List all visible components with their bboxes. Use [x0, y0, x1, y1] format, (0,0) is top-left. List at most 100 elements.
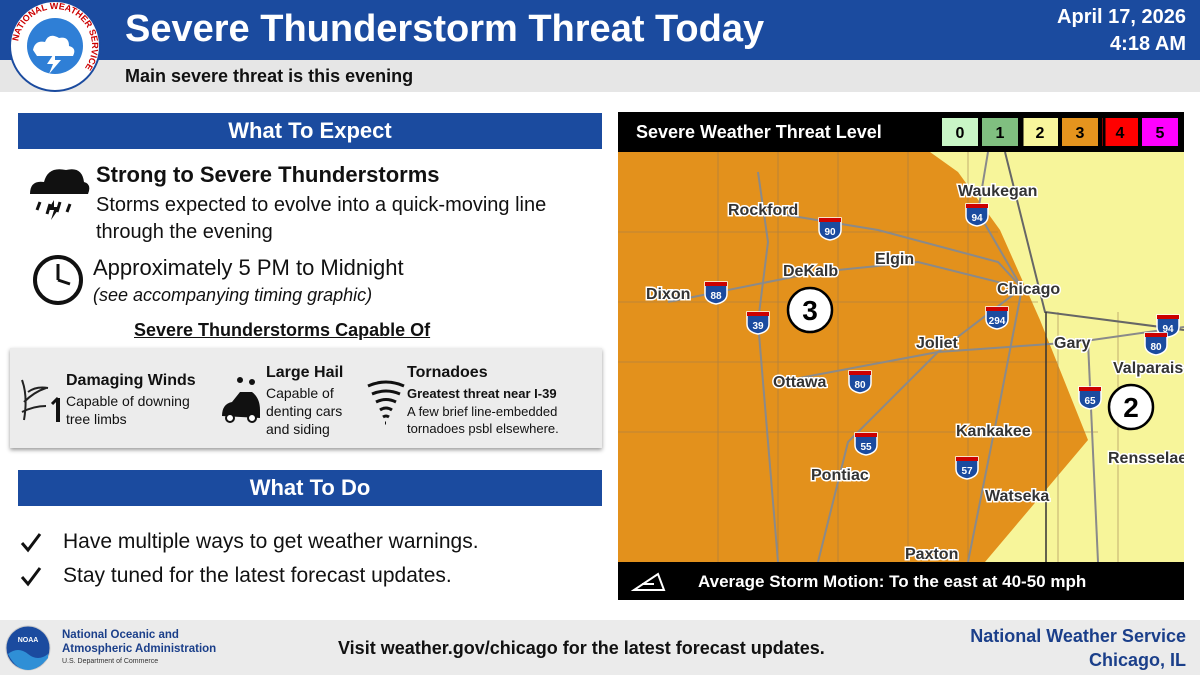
title: Severe Thunderstorm Threat Today: [125, 8, 765, 50]
header-bar: [0, 0, 1200, 60]
subtitle: Main severe threat is this evening: [125, 66, 414, 86]
subtitle-bar: [0, 60, 1200, 92]
todo-heading: What To Do: [18, 470, 602, 506]
footer: [0, 620, 1200, 675]
tornado-icon: [367, 380, 405, 425]
visit-text: Visit weather.gov/chicago for the latest…: [338, 638, 825, 658]
city-label: Pontiac: [811, 467, 869, 484]
level-label: 4: [1116, 125, 1125, 142]
storm-motion: Average Storm Motion: To the east at 40-…: [698, 572, 1086, 591]
threat-title: Large Hail: [266, 364, 344, 381]
interstate-band: [1157, 315, 1179, 319]
city-label: Waukegan: [958, 183, 1037, 200]
city-label: Ottawa: [773, 374, 826, 391]
todo-item: Have multiple ways to get weather warnin…: [63, 530, 479, 553]
city-label: Gary: [1054, 335, 1091, 352]
interstate-band: [966, 204, 988, 208]
interstate-label: 55: [860, 442, 872, 453]
interstate-band: [747, 312, 769, 316]
interstate-band: [819, 218, 841, 222]
threat-text: Capable of denting cars and siding: [266, 385, 343, 437]
interstate-shield: [854, 432, 878, 456]
interstate-label: 94: [1162, 324, 1174, 335]
threat-area: [930, 152, 1184, 562]
interstate-shield: [848, 370, 872, 394]
wind-icon: [21, 379, 60, 422]
noaa-dept: U.S. Department of Commerce: [62, 658, 159, 665]
interstate-label: 90: [824, 227, 836, 238]
interstate-label: 65: [1084, 396, 1096, 407]
interstate-band: [1079, 387, 1101, 391]
interstate-band: [849, 371, 871, 375]
office: National Weather Service: [970, 626, 1186, 646]
interstate-label: 294: [989, 316, 1006, 327]
city-label: Chicago: [997, 281, 1060, 298]
noaa-logo-text: NOAA: [18, 637, 39, 644]
interstate-label: 88: [710, 291, 722, 302]
level-label: 2: [1036, 125, 1045, 142]
location: Chicago, IL: [1088, 650, 1186, 670]
interstate-shield: [1144, 332, 1168, 356]
interstate-label: 80: [854, 380, 866, 391]
expect-heading: What To Expect: [18, 113, 602, 149]
threat-title: Tornadoes: [407, 364, 488, 381]
threat-text: Capable of downing tree limbs: [66, 393, 190, 427]
interstate-shield: [985, 306, 1009, 330]
city-label: Watseka: [985, 488, 1049, 505]
nws-logo: NATIONAL WEATHER SERVICE: [9, 0, 101, 92]
interstate-band: [1145, 333, 1167, 337]
motion-arrow: [630, 572, 666, 591]
interstate-shield: [818, 217, 842, 241]
level-label: 0: [956, 125, 965, 142]
roads: [667, 152, 1184, 562]
threat-label: 2: [1123, 392, 1139, 423]
interstate-label: 39: [752, 321, 764, 332]
expect-text: Storms expected to evolve into a quick-m…: [96, 194, 547, 243]
threat-subtitle: Greatest threat near I-39: [407, 386, 557, 401]
interstate-shield: [704, 281, 728, 305]
level-box: [1142, 118, 1178, 146]
expect-title: Strong to Severe Thunderstorms: [96, 162, 440, 187]
interstate-shield: [1078, 386, 1102, 410]
interstate-shield: [965, 203, 989, 227]
interstate-band: [705, 282, 727, 286]
threat-text: A few brief line-embedded tornadoes psbl…: [407, 404, 559, 436]
capable-heading: Severe Thunderstorms Capable Of: [134, 320, 431, 340]
city-label: Joliet: [916, 335, 958, 352]
expect-title: Approximately 5 PM to Midnight: [93, 255, 404, 280]
legend-highlight: [1020, 112, 1106, 152]
level-label: 3: [1076, 125, 1085, 142]
threat-box: [10, 348, 602, 448]
todo-item: Stay tuned for the latest forecast updat…: [63, 564, 452, 587]
level-box: [942, 118, 978, 146]
storm-icon: [30, 169, 90, 220]
city-label: Rensselaer: [1108, 450, 1184, 467]
interstate-label: 80: [1150, 342, 1162, 353]
interstate-label: 57: [961, 466, 973, 477]
city-label: DeKalb: [783, 263, 838, 280]
noaa-name: Atmospheric Administration: [62, 643, 217, 655]
interstate-label: 94: [971, 213, 983, 224]
level-label: 1: [996, 125, 1005, 142]
level-box: [982, 118, 1018, 146]
interstate-shield: [955, 456, 979, 480]
city-label: Rockford: [728, 202, 798, 219]
interstate-band: [855, 433, 877, 437]
time: 4:18 AM: [1110, 33, 1186, 55]
interstate-band: [986, 307, 1008, 311]
level-box: [1062, 118, 1098, 146]
interstate-shield: [1156, 314, 1180, 338]
level-box: [1022, 118, 1058, 146]
threat-circle: [1107, 383, 1155, 431]
noaa-logo: NOAA: [5, 625, 51, 671]
city-label: Paxton: [905, 546, 958, 563]
expect-note: (see accompanying timing graphic): [93, 285, 373, 305]
threat-circle: [786, 286, 834, 334]
motion-bar: [618, 562, 1184, 600]
threat-label: 3: [802, 295, 818, 326]
city-label: Elgin: [875, 251, 914, 268]
legend-title: Severe Weather Threat Level: [636, 122, 882, 142]
interstate-shield: [746, 311, 770, 335]
